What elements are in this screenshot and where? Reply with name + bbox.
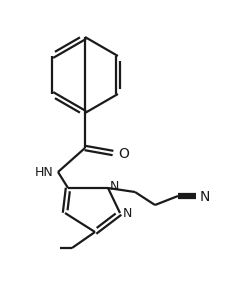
Text: HN: HN	[35, 166, 54, 180]
Text: O: O	[117, 147, 128, 161]
Text: N: N	[199, 190, 209, 204]
Text: N: N	[110, 180, 119, 193]
Text: N: N	[122, 208, 132, 220]
